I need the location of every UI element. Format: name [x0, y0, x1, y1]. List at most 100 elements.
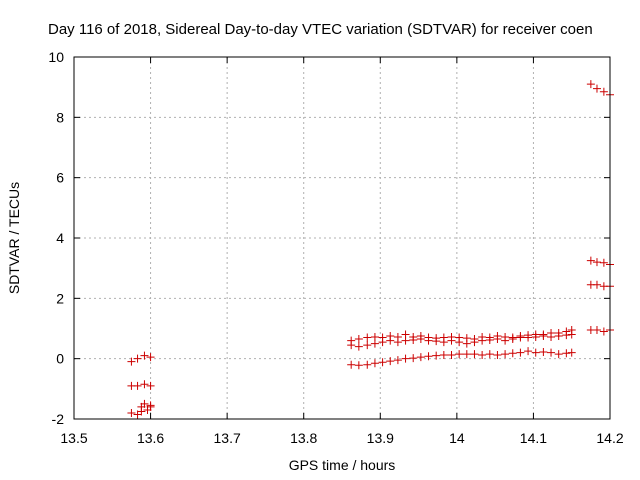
data-point [393, 338, 402, 347]
data-point [354, 342, 363, 351]
x-axis-ticks: 13.5 13.6 13.7 13.8 13.9 14 14.1 14.2 [60, 57, 624, 446]
data-point [363, 341, 372, 350]
data-point [409, 335, 418, 344]
data-point [493, 351, 502, 360]
data-point [378, 358, 387, 367]
data-point [599, 258, 608, 267]
data-point [386, 336, 395, 345]
data-point [393, 356, 402, 365]
data-point [485, 350, 494, 359]
data-point [592, 326, 601, 335]
y-tick-label: 10 [48, 49, 64, 65]
x-tick-label: 14.1 [520, 430, 547, 446]
data-point [447, 336, 456, 345]
y-tick-label: -2 [52, 411, 65, 427]
data-point [567, 348, 576, 357]
data-point [586, 256, 595, 265]
data-point [347, 341, 356, 350]
data-point [416, 353, 425, 362]
data-point [508, 349, 517, 358]
x-tick-label: 14 [449, 430, 465, 446]
y-axis-label: SDTVAR / TECUs [6, 182, 22, 294]
series-sat-f [347, 330, 576, 351]
x-tick-label: 13.5 [60, 430, 87, 446]
data-point [439, 351, 448, 360]
data-point [470, 338, 479, 347]
data-point [567, 330, 576, 339]
y-tick-label: 0 [56, 351, 64, 367]
series-sat-b [127, 380, 155, 390]
data-point [140, 351, 149, 360]
data-point [539, 348, 548, 357]
data-point [462, 339, 471, 348]
data-point [562, 331, 571, 340]
data-point [140, 380, 149, 389]
data-point [554, 350, 563, 359]
data-point [485, 335, 494, 344]
data-point [146, 353, 155, 362]
data-point [363, 360, 372, 369]
x-tick-label: 14.2 [596, 430, 623, 446]
data-point [592, 84, 601, 93]
data-point [599, 327, 608, 336]
data-point [370, 339, 379, 348]
data-point [592, 258, 601, 267]
data-point [547, 332, 556, 341]
data-point [455, 338, 464, 347]
data-point [599, 87, 608, 96]
data-point [462, 350, 471, 359]
data-point [531, 348, 540, 357]
data-point [439, 338, 448, 347]
y-tick-label: 6 [56, 170, 64, 186]
data-point [524, 333, 533, 342]
data-point [409, 354, 418, 363]
series-sat-h [586, 80, 614, 99]
data-point [416, 335, 425, 344]
data-point [401, 354, 410, 363]
data-point [378, 338, 387, 347]
data-point [432, 337, 441, 346]
y-tick-label: 2 [56, 290, 64, 306]
data-point [133, 354, 142, 363]
data-point [447, 351, 456, 360]
data-point [516, 333, 525, 342]
data-point [386, 357, 395, 366]
data-point [516, 348, 525, 357]
x-tick-label: 13.9 [367, 430, 394, 446]
data-point [554, 332, 563, 341]
y-tick-label: 4 [56, 230, 64, 246]
data-point [586, 80, 595, 89]
grid [74, 57, 610, 419]
data-point [547, 348, 556, 357]
data-point [133, 381, 142, 390]
data-point [347, 360, 356, 369]
data-point [127, 408, 136, 417]
data-point [508, 335, 517, 344]
data-point [424, 352, 433, 361]
x-tick-label: 13.7 [214, 430, 241, 446]
data-point [401, 336, 410, 345]
y-tick-label: 8 [56, 109, 64, 125]
data-point [432, 351, 441, 360]
x-tick-label: 13.8 [290, 430, 317, 446]
data-point [493, 335, 502, 344]
data-point [363, 333, 372, 342]
data-point [455, 350, 464, 359]
data-point [424, 336, 433, 345]
series-sat-d [137, 402, 155, 416]
data-point [501, 336, 510, 345]
data-point [146, 402, 155, 411]
data-point [354, 361, 363, 370]
x-tick-label: 13.6 [137, 430, 164, 446]
data-point [524, 347, 533, 356]
data-point [470, 350, 479, 359]
data-point [370, 359, 379, 368]
data-point [501, 350, 510, 359]
data-point [478, 336, 487, 345]
data-point [127, 357, 136, 366]
series-sat-g [347, 347, 576, 370]
data-point [562, 349, 571, 358]
chart-title: Day 116 of 2018, Sidereal Day-to-day VTE… [48, 21, 593, 38]
series-sat-a [127, 351, 155, 366]
data-point [539, 332, 548, 341]
